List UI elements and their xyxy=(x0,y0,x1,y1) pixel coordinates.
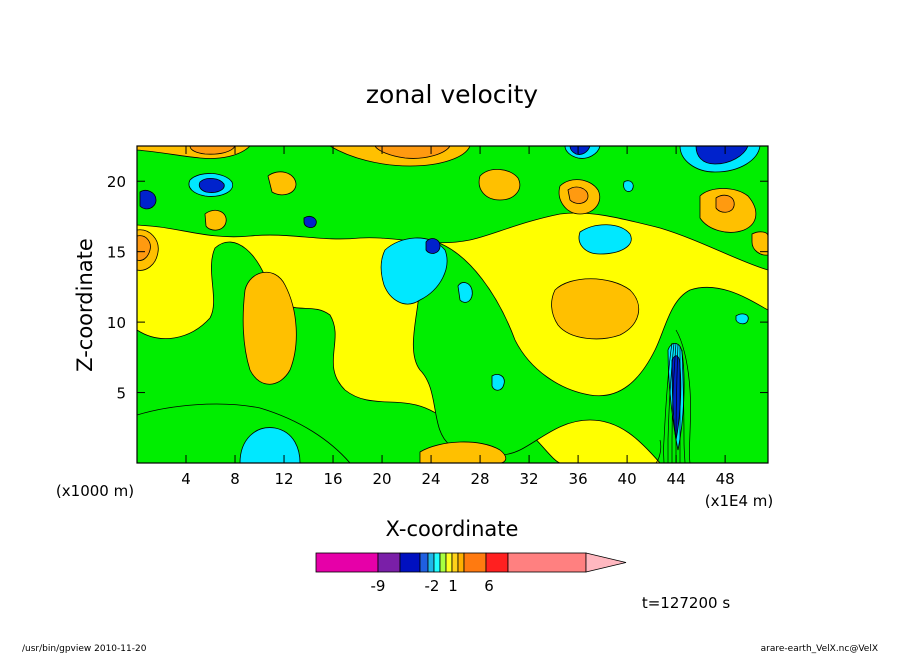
bl-top-mid xyxy=(569,146,591,155)
colorbar-arrow xyxy=(585,552,627,573)
bl-mid-small xyxy=(425,238,441,254)
footer-right: arare-earth_VelX.nc@VelX xyxy=(761,644,878,654)
y-axis-title: Z-coordinate xyxy=(73,238,97,372)
x-tick-label: 36 xyxy=(569,470,588,488)
y-axis: 5 10 15 20 xyxy=(107,173,768,403)
x-unit-label: (x1000 m) xyxy=(56,482,134,500)
colorbar-segment xyxy=(433,552,441,573)
green-top-band xyxy=(137,146,768,271)
y-tick-label: 20 xyxy=(107,173,126,191)
or-top-1 xyxy=(189,146,236,155)
plot-frame xyxy=(136,145,769,464)
bl-top-left xyxy=(198,178,225,193)
colorbar-tick-label: 6 xyxy=(484,577,494,595)
cy-right-big xyxy=(578,224,632,255)
colorbar-segment xyxy=(439,552,447,573)
y-unit-label: (x1E4 m) xyxy=(705,492,774,510)
colorbar-tick-label: -2 xyxy=(425,577,440,595)
x-tick-label: 28 xyxy=(471,470,490,488)
y-tick-label: 5 xyxy=(116,385,126,403)
lo-tall-left xyxy=(242,271,297,385)
or-left-edge xyxy=(137,235,151,261)
x-tick-label: 16 xyxy=(323,470,342,488)
x-tick-label: 20 xyxy=(373,470,392,488)
chart-title: zonal velocity xyxy=(366,80,538,109)
x-axis: 4 8 12 16 20 24 28 32 36 40 44 48 xyxy=(181,146,735,488)
x-tick-label: 48 xyxy=(716,470,735,488)
colorbar-segment xyxy=(463,552,487,573)
lo-small-2 xyxy=(267,171,297,196)
or-right-top xyxy=(715,194,735,213)
lo-right-edge xyxy=(751,231,768,256)
y-tick-label: 10 xyxy=(107,314,126,332)
colorbar-tick-label: 1 xyxy=(448,577,458,595)
plot-area xyxy=(137,146,768,463)
footer-left: /usr/bin/gpview 2010-11-20 xyxy=(22,644,147,654)
colorbar-segment xyxy=(419,552,429,573)
colorbar-segment xyxy=(451,552,459,573)
x-tick-label: 44 xyxy=(667,470,686,488)
lo-right-big xyxy=(551,278,639,340)
colorbar-segment xyxy=(457,552,465,573)
colorbar-segment xyxy=(315,552,379,573)
colorbar-segment xyxy=(445,552,453,573)
x-tick-label: 40 xyxy=(618,470,637,488)
bl-top-right xyxy=(695,146,749,165)
colorbar-tick-label: -9 xyxy=(371,577,386,595)
x-tick-label: 32 xyxy=(520,470,539,488)
cy-bottom-left xyxy=(239,427,301,463)
y-tick-label: 15 xyxy=(107,244,126,262)
cy-small-1 xyxy=(457,282,473,303)
cy-small-2 xyxy=(491,374,505,391)
bl-small-2 xyxy=(303,216,317,228)
colorbar-segment xyxy=(427,552,435,573)
lo-small-1 xyxy=(204,209,227,231)
colorbar-segment xyxy=(507,552,587,573)
cy-mid-big xyxy=(380,237,448,305)
x-tick-label: 24 xyxy=(422,470,441,488)
colorbar-segment xyxy=(399,552,421,573)
time-label: t=127200 s xyxy=(642,594,730,612)
x-axis-title: X-coordinate xyxy=(386,517,519,541)
colorbar-segment xyxy=(377,552,401,573)
colorbar-segment xyxy=(485,552,509,573)
x-tick-label: 4 xyxy=(181,470,191,488)
lo-mid-top xyxy=(478,169,521,201)
x-tick-label: 12 xyxy=(274,470,293,488)
colorbar xyxy=(315,552,627,573)
or-mid-top xyxy=(567,186,589,204)
cy-small-4 xyxy=(735,313,749,325)
cy-small-3 xyxy=(623,180,634,192)
x-tick-label: 8 xyxy=(230,470,240,488)
bl-left-edge xyxy=(139,190,157,210)
colorbar-ticks: -9 -2 1 6 xyxy=(371,577,494,595)
